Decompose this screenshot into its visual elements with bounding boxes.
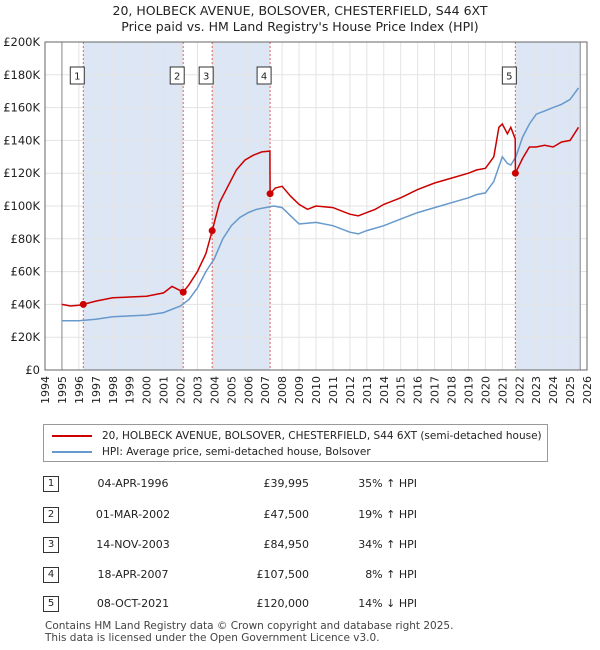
sale-number-badge: 1 xyxy=(43,476,59,492)
x-tick-label: 2009 xyxy=(293,376,306,404)
plot-frame xyxy=(44,41,588,371)
sale-label-box xyxy=(69,66,85,85)
legend-label-price-paid: 20, HOLBECK AVENUE, BOLSOVER, CHESTERFIE… xyxy=(102,430,542,442)
sale-hpi-diff: 19% ↑ HPI xyxy=(358,508,417,521)
x-tick-label: 2007 xyxy=(259,376,272,404)
copyright-notice: Contains HM Land Registry data © Crown c… xyxy=(45,620,454,632)
sale-point xyxy=(179,288,187,296)
x-tick-label: 2014 xyxy=(378,376,391,404)
x-tick-label: 2003 xyxy=(191,376,204,404)
x-tick-label: 2010 xyxy=(310,376,323,404)
sale-label: 1 xyxy=(74,72,80,83)
sale-hpi-diff: 34% ↑ HPI xyxy=(358,538,417,551)
table-row: 5 08-OCT-2021 £120,000 14% ↓ HPI xyxy=(43,596,563,616)
chart-title-address: 20, HOLBECK AVENUE, BOLSOVER, CHESTERFIE… xyxy=(112,3,488,18)
x-tick-label: 1997 xyxy=(90,376,103,404)
sale-label-box xyxy=(198,66,214,85)
sale-label-box xyxy=(169,66,185,85)
licence-notice: This data is licensed under the Open Gov… xyxy=(45,632,380,644)
x-tick-label: 2022 xyxy=(513,376,526,404)
x-tick-label: 2015 xyxy=(395,376,408,404)
x-tick-label: 2000 xyxy=(141,376,154,404)
x-tick-label: 1996 xyxy=(73,376,86,404)
x-tick-label: 2004 xyxy=(208,376,221,404)
x-tick-label: 2005 xyxy=(225,376,238,404)
x-tick-label: 2024 xyxy=(547,376,560,404)
sale-hpi-diff: 35% ↑ HPI xyxy=(358,477,417,490)
sale-label: 4 xyxy=(261,72,267,83)
table-row: 2 01-MAR-2002 £47,500 19% ↑ HPI xyxy=(43,507,563,527)
table-row: 1 04-APR-1996 £39,995 35% ↑ HPI xyxy=(43,476,563,496)
x-tick-label: 2006 xyxy=(242,376,255,404)
x-tick-label: 2002 xyxy=(175,376,188,404)
y-tick-label: £20K xyxy=(11,330,41,344)
sale-label-box xyxy=(501,66,517,85)
sale-number-badge: 4 xyxy=(43,567,59,583)
sale-price: £84,950 xyxy=(263,538,310,551)
x-tick-label: 2001 xyxy=(158,376,171,404)
sale-price: £39,995 xyxy=(263,477,310,490)
y-tick-label: £60K xyxy=(11,265,41,279)
sale-date: 14-NOV-2003 xyxy=(96,538,170,551)
chart-legend: 20, HOLBECK AVENUE, BOLSOVER, CHESTERFIE… xyxy=(43,424,548,462)
x-tick-label: 2025 xyxy=(564,376,577,404)
sale-date: 01-MAR-2002 xyxy=(95,508,171,521)
sale-label: 2 xyxy=(174,72,180,83)
x-tick-label: 2017 xyxy=(429,376,442,404)
y-tick-label: £100K xyxy=(3,199,40,213)
x-tick-label: 1995 xyxy=(56,376,69,404)
x-tick-label: 2013 xyxy=(361,376,374,404)
y-tick-label: £180K xyxy=(3,68,40,82)
y-tick-label: £40K xyxy=(11,297,41,311)
y-tick-label: £80K xyxy=(11,232,41,246)
sale-point xyxy=(208,227,216,235)
x-tick-label: 2016 xyxy=(412,376,425,404)
x-tick-label: 2021 xyxy=(496,376,509,404)
legend-swatch-red xyxy=(52,435,92,437)
sale-price: £47,500 xyxy=(263,508,310,521)
chart-subtitle: Price paid vs. HM Land Registry's House … xyxy=(121,19,479,34)
x-tick-label: 2020 xyxy=(479,376,492,404)
sale-price: £107,500 xyxy=(256,568,310,581)
price-chart: 1 2 3 4 5 £0 £20K £40K £60K £80K £100K £120K £140K £1… xyxy=(3,35,594,404)
sale-date: 04-APR-1996 xyxy=(97,477,169,490)
sale-date: 08-OCT-2021 xyxy=(96,597,170,610)
x-tick-label: 2018 xyxy=(446,376,459,404)
sale-label: 5 xyxy=(506,72,512,83)
y-tick-label: £140K xyxy=(3,133,40,147)
sale-label: 3 xyxy=(203,72,209,83)
x-tick-label: 1994 xyxy=(39,376,52,404)
legend-label-hpi: HPI: Average price, semi-detached house,… xyxy=(102,446,371,458)
sale-point xyxy=(79,300,87,308)
sale-number-badge: 3 xyxy=(43,537,59,553)
x-tick-label: 2019 xyxy=(462,376,475,404)
price-paid-series-line xyxy=(61,122,580,307)
y-tick-label: £160K xyxy=(3,101,40,115)
x-tick-label: 2012 xyxy=(344,376,357,404)
table-row: 3 14-NOV-2003 £84,950 34% ↑ HPI xyxy=(43,537,563,557)
legend-item-hpi: HPI: Average price, semi-detached house,… xyxy=(52,444,371,460)
legend-item-price-paid: 20, HOLBECK AVENUE, BOLSOVER, CHESTERFIE… xyxy=(52,428,542,444)
sale-date: 18-APR-2007 xyxy=(97,568,169,581)
legend-swatch-blue xyxy=(52,451,92,453)
y-tick-label: £0 xyxy=(25,363,40,377)
sale-label-box xyxy=(256,66,272,85)
sale-hpi-diff: 14% ↓ HPI xyxy=(358,597,417,610)
table-row: 4 18-APR-2007 £107,500 8% ↑ HPI xyxy=(43,567,563,587)
x-tick-label: 2008 xyxy=(276,376,289,404)
sale-price: £120,000 xyxy=(256,597,310,610)
sale-number-badge: 5 xyxy=(43,596,59,612)
sale-point xyxy=(266,190,274,198)
hpi-series-line xyxy=(61,87,580,322)
sale-hpi-diff: 8% ↑ HPI xyxy=(365,568,417,581)
x-tick-label: 2011 xyxy=(327,376,340,404)
x-tick-label: 2026 xyxy=(581,376,594,404)
x-tick-label: 2023 xyxy=(530,376,543,404)
y-tick-label: £120K xyxy=(3,166,40,180)
sale-point xyxy=(511,169,519,177)
x-tick-label: 1999 xyxy=(124,376,137,404)
x-tick-label: 1998 xyxy=(107,376,120,404)
y-tick-label: £200K xyxy=(3,35,40,49)
sale-number-badge: 2 xyxy=(43,507,59,523)
